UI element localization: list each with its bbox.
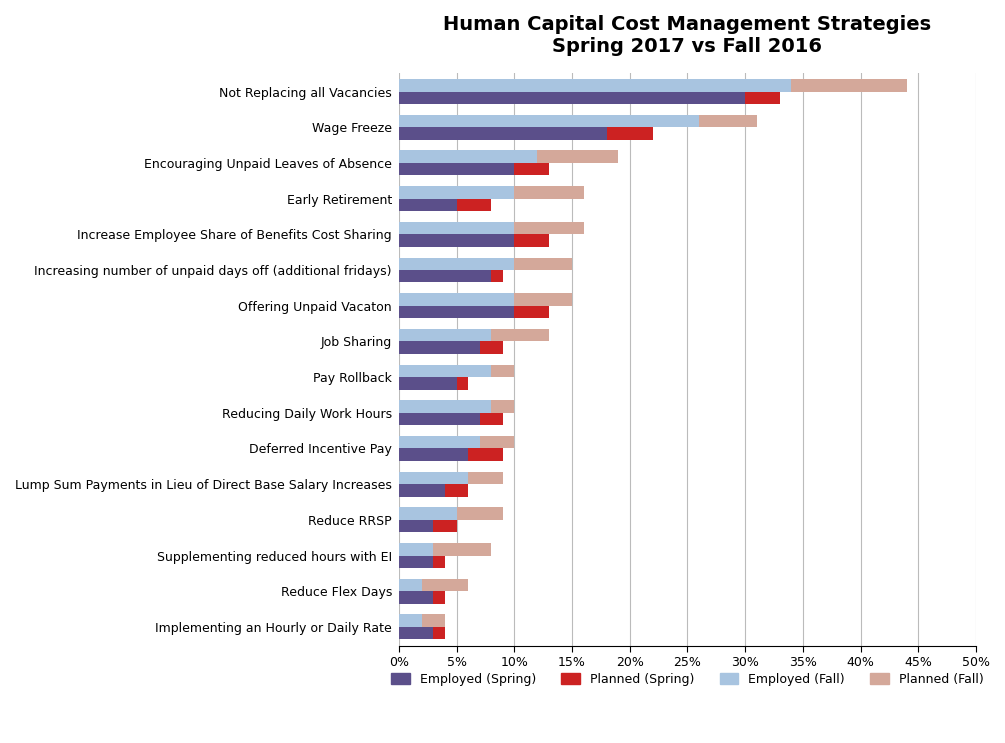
- Bar: [399, 413, 479, 425]
- Bar: [399, 507, 502, 520]
- Bar: [399, 79, 791, 91]
- Bar: [399, 186, 515, 198]
- Bar: [433, 520, 456, 532]
- Bar: [399, 341, 479, 354]
- Bar: [399, 222, 515, 234]
- Bar: [399, 520, 433, 532]
- Bar: [399, 365, 515, 377]
- Bar: [399, 150, 618, 163]
- Bar: [399, 114, 698, 127]
- Bar: [399, 234, 515, 247]
- Bar: [399, 400, 491, 413]
- Bar: [399, 400, 515, 413]
- Bar: [399, 556, 433, 568]
- Bar: [399, 614, 422, 627]
- Bar: [399, 627, 433, 640]
- Legend: Employed (Spring), Planned (Spring), Employed (Fall), Planned (Fall): Employed (Spring), Planned (Spring), Emp…: [386, 668, 988, 691]
- Bar: [399, 293, 515, 305]
- Bar: [399, 305, 515, 318]
- Bar: [399, 163, 515, 175]
- Bar: [399, 436, 515, 449]
- Bar: [399, 472, 468, 484]
- Bar: [433, 591, 445, 603]
- Bar: [515, 163, 549, 175]
- Bar: [399, 91, 745, 104]
- Bar: [399, 507, 456, 520]
- Bar: [399, 543, 433, 556]
- Bar: [399, 436, 479, 449]
- Bar: [479, 341, 502, 354]
- Bar: [399, 449, 468, 461]
- Bar: [399, 484, 445, 496]
- Bar: [445, 484, 468, 496]
- Bar: [399, 270, 491, 282]
- Bar: [399, 579, 468, 591]
- Bar: [479, 413, 502, 425]
- Bar: [399, 79, 907, 91]
- Bar: [399, 579, 422, 591]
- Bar: [399, 329, 549, 341]
- Bar: [456, 377, 468, 389]
- Bar: [399, 591, 433, 603]
- Title: Human Capital Cost Management Strategies
Spring 2017 vs Fall 2016: Human Capital Cost Management Strategies…: [443, 15, 932, 56]
- Bar: [399, 114, 757, 127]
- Bar: [433, 627, 445, 640]
- Bar: [399, 472, 502, 484]
- Bar: [399, 377, 456, 389]
- Bar: [399, 543, 491, 556]
- Bar: [399, 365, 491, 377]
- Bar: [399, 186, 584, 198]
- Bar: [515, 305, 549, 318]
- Bar: [399, 258, 572, 270]
- Bar: [607, 127, 653, 140]
- Bar: [468, 449, 502, 461]
- Bar: [399, 127, 607, 140]
- Bar: [399, 150, 538, 163]
- Bar: [456, 198, 491, 211]
- Bar: [399, 329, 491, 341]
- Bar: [399, 293, 572, 305]
- Bar: [745, 91, 780, 104]
- Bar: [399, 222, 584, 234]
- Bar: [515, 234, 549, 247]
- Bar: [433, 556, 445, 568]
- Bar: [399, 614, 445, 627]
- Bar: [399, 258, 515, 270]
- Bar: [491, 270, 502, 282]
- Bar: [399, 198, 456, 211]
